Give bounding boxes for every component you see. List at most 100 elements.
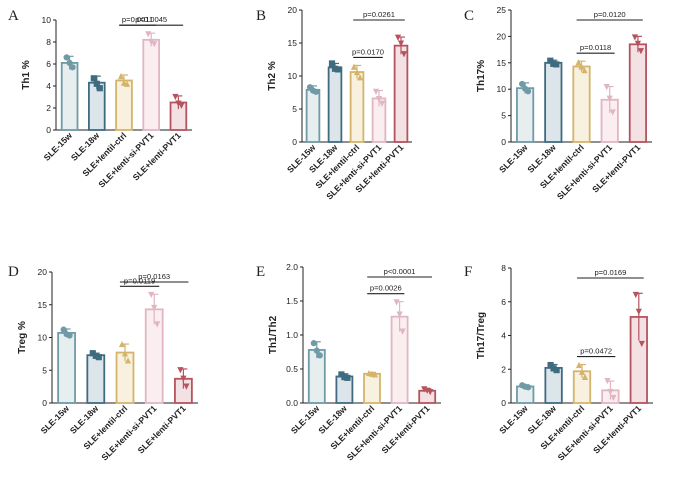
data-point: [547, 57, 554, 64]
data-point: [69, 64, 76, 71]
data-point: [121, 350, 129, 357]
y-tick-label: 8: [46, 37, 51, 47]
data-point: [631, 34, 638, 41]
p-value-label: p=0.0163: [138, 272, 170, 281]
data-point: [553, 366, 560, 374]
data-point: [178, 102, 185, 109]
data-point: [519, 80, 526, 88]
data-point: [60, 326, 67, 333]
data-point: [575, 59, 582, 66]
panel-e: E0.00.51.01.52.0Th1/Th2SLE-15wSLE-18wSLE…: [256, 262, 441, 463]
y-tick-label: 2: [46, 103, 51, 113]
y-tick-label: 0: [501, 398, 506, 408]
y-tick-label: 10: [42, 15, 52, 25]
data-point: [183, 383, 190, 390]
y-tick-label: 20: [38, 267, 48, 277]
y-tick-label: 1.5: [286, 296, 298, 306]
y-tick-label: 5: [292, 104, 297, 114]
y-tick-label: 6: [501, 297, 506, 307]
y-tick-label: 0.0: [286, 398, 298, 408]
y-tick-label: 5: [42, 365, 47, 375]
data-point: [394, 34, 402, 41]
x-category-label: SLE-15w: [497, 142, 530, 175]
data-point: [378, 100, 386, 107]
data-point: [350, 63, 358, 70]
data-point: [313, 347, 320, 354]
data-point: [427, 389, 434, 396]
p-value-label: p=0.0118: [580, 43, 611, 52]
data-point: [637, 48, 644, 55]
y-tick-label: 0: [42, 398, 47, 408]
data-point: [123, 80, 131, 87]
data-point: [397, 40, 405, 47]
y-tick-label: 1.0: [286, 330, 298, 340]
y-tick-label: 6: [46, 59, 51, 69]
data-point: [344, 374, 351, 381]
y-axis-label: Th1 %: [21, 60, 32, 90]
data-point: [607, 388, 614, 396]
y-axis-label: Th17%: [476, 60, 487, 92]
bar-3: [572, 65, 591, 143]
data-point: [356, 74, 364, 81]
x-category-label: SLE-15w: [289, 403, 322, 436]
data-point: [316, 352, 323, 359]
data-point: [148, 291, 155, 299]
data-point: [151, 41, 158, 48]
panel-c: C0510152025Th17%SLE-15wSLE-18wSLE+lentil…: [464, 5, 652, 202]
data-point: [575, 361, 583, 369]
panel-letter: F: [464, 264, 472, 280]
data-point: [581, 67, 588, 74]
data-point: [90, 75, 97, 82]
bar-1: [60, 62, 79, 131]
data-point: [606, 95, 613, 102]
panel-letter: E: [256, 264, 265, 280]
data-point: [372, 88, 380, 95]
bar-4: [142, 38, 160, 131]
data-point: [93, 80, 100, 87]
y-axis-label: Th17/Treg: [476, 312, 487, 359]
data-point: [66, 332, 73, 339]
bar-2: [327, 66, 343, 143]
data-point: [393, 299, 400, 306]
data-point: [312, 88, 320, 95]
data-point: [375, 96, 383, 103]
panel-letter: A: [8, 8, 19, 24]
y-tick-label: 0: [46, 125, 51, 135]
p-value-label: p=0.0261: [363, 10, 395, 19]
p-value-label: p=0.0120: [594, 10, 626, 19]
y-tick-label: 15: [497, 58, 507, 68]
data-point: [578, 368, 586, 375]
y-tick-label: 2.0: [286, 262, 298, 272]
p-value-label: p=0.0011: [122, 15, 153, 24]
data-point: [154, 321, 161, 328]
data-point: [95, 354, 102, 361]
y-tick-label: 5: [501, 111, 506, 121]
x-category-label: SLE+lenti-PVT1: [379, 403, 431, 455]
data-point: [604, 377, 611, 385]
data-point: [581, 373, 589, 380]
p-value-label: p=0.0170: [352, 47, 384, 56]
bar-5: [393, 44, 409, 143]
bar-5: [628, 43, 647, 143]
p-value-label: p=0.0472: [580, 347, 612, 356]
data-point: [63, 54, 70, 61]
y-tick-label: 0: [292, 137, 297, 147]
p-value-label: p<0.0001: [384, 267, 416, 276]
y-tick-label: 0.5: [286, 364, 298, 374]
y-tick-label: 2: [501, 364, 506, 374]
data-point: [610, 394, 617, 402]
y-axis-label: Th1/Th2: [268, 315, 279, 354]
data-point: [396, 311, 403, 318]
data-point: [310, 340, 317, 347]
data-point: [603, 83, 610, 91]
y-tick-label: 4: [46, 81, 51, 91]
data-point: [547, 361, 554, 369]
x-category-label: SLE-15w: [497, 403, 530, 436]
data-point: [638, 340, 645, 348]
y-tick-label: 8: [501, 263, 506, 273]
panel-f: F02468Th17/TregSLE-15wSLE-18wSLE+lentil-…: [464, 263, 653, 463]
x-category-label: SLE+lenti-PVT1: [131, 130, 183, 182]
data-point: [635, 308, 642, 315]
